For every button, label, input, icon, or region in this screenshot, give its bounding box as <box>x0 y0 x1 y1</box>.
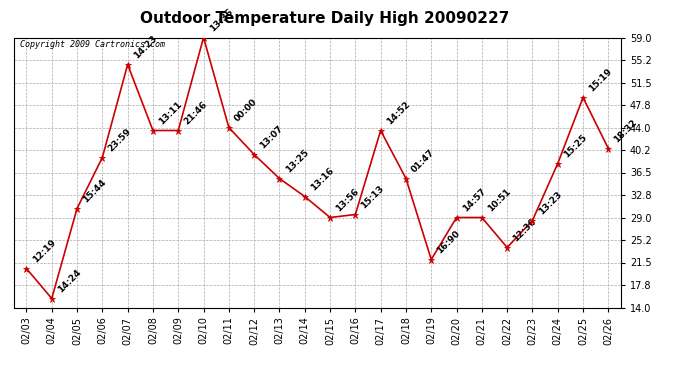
Text: 12:19: 12:19 <box>30 238 57 264</box>
Text: 15:19: 15:19 <box>587 67 614 93</box>
Text: 14:52: 14:52 <box>385 100 411 126</box>
Text: 13:07: 13:07 <box>258 124 285 150</box>
Text: 01:47: 01:47 <box>410 148 437 174</box>
Text: 16:90: 16:90 <box>435 229 462 255</box>
Text: 14:24: 14:24 <box>56 267 83 294</box>
Text: 13:36: 13:36 <box>208 7 235 33</box>
Text: 18:32: 18:32 <box>613 118 639 144</box>
Text: Copyright 2009 Cartronics.com: Copyright 2009 Cartronics.com <box>20 40 165 49</box>
Text: 12:36: 12:36 <box>511 217 538 243</box>
Text: 13:23: 13:23 <box>537 190 563 216</box>
Text: 15:44: 15:44 <box>81 177 108 204</box>
Text: 14:57: 14:57 <box>461 186 488 213</box>
Text: 13:16: 13:16 <box>309 166 335 192</box>
Text: 10:51: 10:51 <box>486 187 513 213</box>
Text: 15:13: 15:13 <box>359 184 386 210</box>
Text: 13:25: 13:25 <box>284 148 310 174</box>
Text: 15:25: 15:25 <box>562 133 589 159</box>
Text: 14:23: 14:23 <box>132 34 159 60</box>
Text: 13:56: 13:56 <box>334 187 361 213</box>
Text: 13:11: 13:11 <box>157 100 184 126</box>
Text: 23:59: 23:59 <box>106 127 133 153</box>
Text: 00:00: 00:00 <box>233 97 259 123</box>
Text: Outdoor Temperature Daily High 20090227: Outdoor Temperature Daily High 20090227 <box>139 11 509 26</box>
Text: 21:46: 21:46 <box>182 100 209 126</box>
